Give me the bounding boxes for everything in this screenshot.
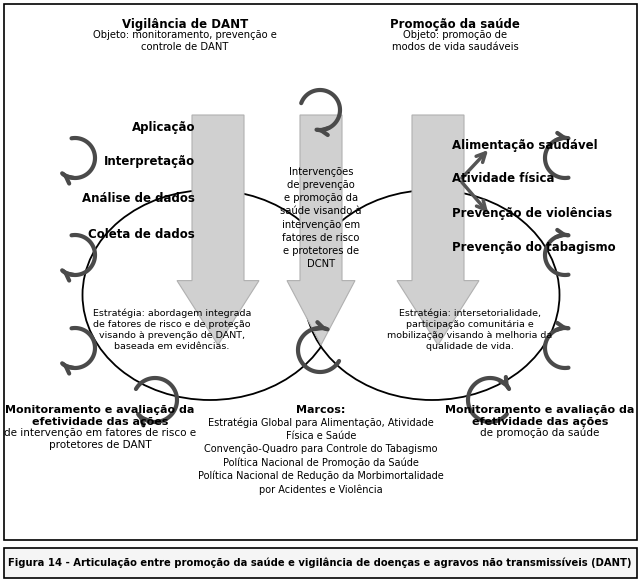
Text: Estratégia: abordagem integrada
de fatores de risco e de proteção
visando à prev: Estratégia: abordagem integrada de fator… bbox=[93, 308, 251, 352]
Text: Promoção da saúde: Promoção da saúde bbox=[390, 18, 520, 31]
Text: Objeto: promoção de
modos de vida saudáveis: Objeto: promoção de modos de vida saudáv… bbox=[392, 30, 519, 52]
Text: Interpretação: Interpretação bbox=[104, 155, 195, 169]
Ellipse shape bbox=[304, 190, 560, 400]
Text: Monitoramento e avaliação da
efetividade das ações: Monitoramento e avaliação da efetividade… bbox=[445, 405, 635, 427]
Ellipse shape bbox=[83, 190, 338, 400]
Text: Objeto: monitoramento, prevenção e
controle de DANT: Objeto: monitoramento, prevenção e contr… bbox=[93, 30, 277, 52]
Text: Intervenções
de prevenção
e promoção da
saúde visando à
intervenção em
fatores d: Intervenções de prevenção e promoção da … bbox=[280, 167, 362, 269]
Polygon shape bbox=[287, 115, 355, 345]
Text: Análise de dados: Análise de dados bbox=[82, 191, 195, 204]
Text: Atividade física: Atividade física bbox=[452, 172, 554, 184]
Text: Coleta de dados: Coleta de dados bbox=[88, 228, 195, 240]
Text: de promoção da saúde: de promoção da saúde bbox=[480, 428, 600, 438]
Text: Estratégia Global para Alimentação, Atividade
Física e Saúde
Convenção-Quadro pa: Estratégia Global para Alimentação, Ativ… bbox=[198, 418, 444, 495]
Text: Prevenção de violências: Prevenção de violências bbox=[452, 207, 612, 219]
Bar bbox=[4, 548, 637, 578]
Polygon shape bbox=[177, 115, 259, 345]
Text: de intervenção em fatores de risco e
protetores de DANT: de intervenção em fatores de risco e pro… bbox=[4, 428, 196, 450]
Text: Estratégia: intersetorialidade,
participação comunitária e
mobilização visando à: Estratégia: intersetorialidade, particip… bbox=[387, 308, 553, 352]
Text: Vigilância de DANT: Vigilância de DANT bbox=[122, 18, 248, 31]
Polygon shape bbox=[397, 115, 479, 345]
Text: Aplicação: Aplicação bbox=[131, 122, 195, 134]
Text: Alimentação saudável: Alimentação saudável bbox=[452, 139, 597, 151]
Text: Monitoramento e avaliação da
efetividade das ações: Monitoramento e avaliação da efetividade… bbox=[5, 405, 195, 427]
Text: Marcos:: Marcos: bbox=[296, 405, 345, 415]
Text: Prevenção do tabagismo: Prevenção do tabagismo bbox=[452, 242, 615, 254]
Text: Figura 14 - Articulação entre promoção da saúde e vigilância de doenças e agravo: Figura 14 - Articulação entre promoção d… bbox=[8, 558, 632, 568]
